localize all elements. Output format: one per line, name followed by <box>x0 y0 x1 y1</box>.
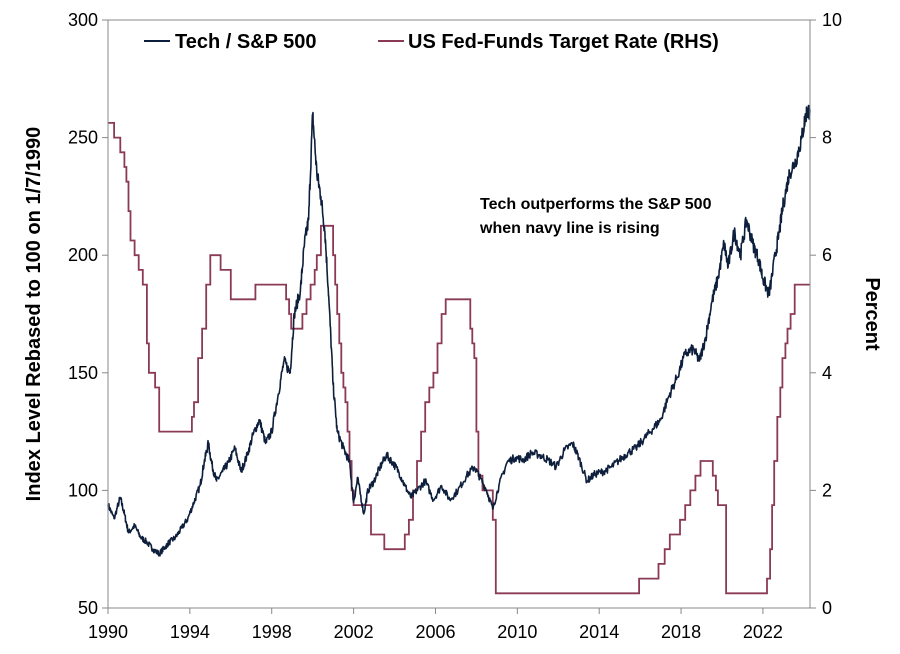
legend-label-tech: Tech / S&P 500 <box>175 31 317 53</box>
right-tick-label: 0 <box>822 598 832 618</box>
annotation: Tech outperforms the S&P 500 when navy l… <box>479 196 712 237</box>
x-tick-label: 1998 <box>252 622 292 642</box>
left-tick-label: 250 <box>68 128 98 148</box>
plot-frame <box>107 19 811 609</box>
plot-area <box>107 19 811 609</box>
left-tick-label: 100 <box>68 480 98 500</box>
annotation-line-1: Tech outperforms the S&P 500 <box>480 196 712 213</box>
right-tick-label: 6 <box>822 245 832 265</box>
x-tick-label: 2014 <box>579 622 619 642</box>
right-tick-label: 2 <box>822 480 832 500</box>
left-tick-label: 150 <box>68 363 98 383</box>
right-y-axis: 0 2 4 6 8 10 <box>809 10 842 618</box>
fed-funds-series <box>108 122 810 595</box>
x-tick-label: 2006 <box>415 622 455 642</box>
x-tick-label: 1994 <box>170 622 210 642</box>
tech-sp500-line <box>107 104 811 557</box>
left-tick-label: 200 <box>68 245 98 265</box>
right-tick-label: 8 <box>822 128 832 148</box>
left-axis-title: Index Level Rebased to 100 on 1/7/1990 <box>23 127 45 502</box>
x-tick-label: 1990 <box>88 622 128 642</box>
right-tick-label: 10 <box>822 10 842 30</box>
left-tick-label: 50 <box>78 598 98 618</box>
tech-sp500-series <box>107 104 811 557</box>
fed-funds-line <box>108 122 810 595</box>
x-axis: 1990 1994 1998 2002 2006 2010 2014 2018 2022 <box>88 607 810 642</box>
legend-label-fed: US Fed-Funds Target Rate (RHS) <box>408 31 719 53</box>
annotation-line-2: when navy line is rising <box>479 220 660 237</box>
left-tick-label: 300 <box>68 10 98 30</box>
x-tick-label: 2002 <box>334 622 374 642</box>
right-tick-label: 4 <box>822 363 832 383</box>
x-tick-label: 2018 <box>661 622 701 642</box>
left-y-axis: 50 100 150 200 250 300 <box>68 10 109 618</box>
x-tick-label: 2022 <box>743 622 783 642</box>
x-tick-label: 2010 <box>497 622 537 642</box>
legend: Tech / S&P 500 US Fed-Funds Target Rate … <box>144 31 719 53</box>
right-axis-title: Percent <box>861 277 883 351</box>
